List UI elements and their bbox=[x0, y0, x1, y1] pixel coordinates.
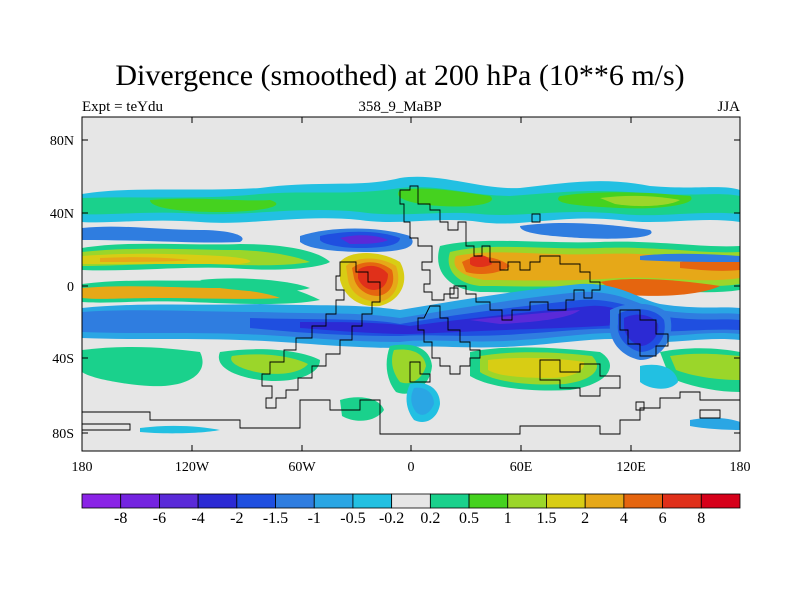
y-tick-label: 40S bbox=[52, 352, 74, 367]
colorbar-label: 4 bbox=[619, 510, 628, 527]
contour-fills bbox=[82, 147, 740, 434]
colorbar-label: 8 bbox=[697, 510, 706, 527]
y-tick-label: 80S bbox=[52, 427, 74, 442]
colorbar-swatch bbox=[623, 493, 663, 509]
x-tick-label: 60E bbox=[510, 460, 533, 475]
x-tick-label: 120W bbox=[175, 460, 210, 475]
colorbar-swatch bbox=[159, 493, 199, 509]
colorbar-swatch bbox=[391, 493, 431, 509]
colorbar-label: 2 bbox=[581, 510, 590, 527]
colorbar-swatch bbox=[352, 493, 393, 509]
colorbar-label: -4 bbox=[191, 510, 205, 527]
colorbar-swatch bbox=[275, 493, 315, 509]
x-tick-label: 60W bbox=[288, 460, 316, 475]
colorbar-label: -2 bbox=[230, 510, 244, 527]
colorbar-label: 6 bbox=[658, 510, 667, 527]
y-tick-label: 80N bbox=[50, 134, 74, 149]
colorbar-label: 1.5 bbox=[536, 510, 557, 527]
colorbar-label: 0.2 bbox=[420, 510, 441, 527]
colorbar-swatch bbox=[197, 493, 238, 509]
colorbar-swatch bbox=[546, 493, 586, 509]
colorbar-label: -6 bbox=[152, 510, 167, 527]
y-tick-label: 40N bbox=[50, 207, 74, 222]
colorbar-label: 0.5 bbox=[459, 510, 480, 527]
plot-title: Divergence (smoothed) at 200 hPa (10**6 … bbox=[115, 59, 685, 92]
x-tick-label: 0 bbox=[408, 460, 415, 475]
colorbar bbox=[81, 493, 741, 509]
colorbar-swatch bbox=[236, 493, 276, 509]
colorbar-swatch bbox=[313, 493, 354, 509]
colorbar-swatch bbox=[584, 493, 625, 509]
experiment-label: Expt = teYdu bbox=[82, 99, 163, 115]
colorbar-label: -0.5 bbox=[340, 510, 366, 527]
colorbar-label: -8 bbox=[114, 510, 128, 527]
colorbar-swatch bbox=[700, 493, 741, 509]
colorbar-label: 1 bbox=[503, 510, 512, 527]
colorbar-swatch bbox=[468, 493, 509, 509]
colorbar-swatch bbox=[81, 493, 122, 509]
colorbar-swatch bbox=[662, 493, 702, 509]
period-label: 358_9_MaBP bbox=[358, 99, 442, 115]
colorbar-swatch bbox=[429, 493, 470, 509]
colorbar-swatch bbox=[120, 493, 160, 509]
x-tick-label: 180 bbox=[72, 460, 93, 475]
axis-ticks bbox=[81, 117, 741, 451]
x-tick-label: 180 bbox=[730, 460, 751, 475]
y-tick-label: 0 bbox=[67, 280, 74, 295]
colorbar-label: -1.5 bbox=[262, 510, 289, 527]
coastlines bbox=[82, 185, 740, 435]
colorbar-swatch bbox=[507, 493, 547, 509]
x-tick-label: 120E bbox=[616, 460, 646, 475]
season-label: JJA bbox=[717, 99, 740, 115]
colorbar-label: -0.2 bbox=[378, 510, 405, 527]
colorbar-label: -1 bbox=[307, 510, 321, 527]
